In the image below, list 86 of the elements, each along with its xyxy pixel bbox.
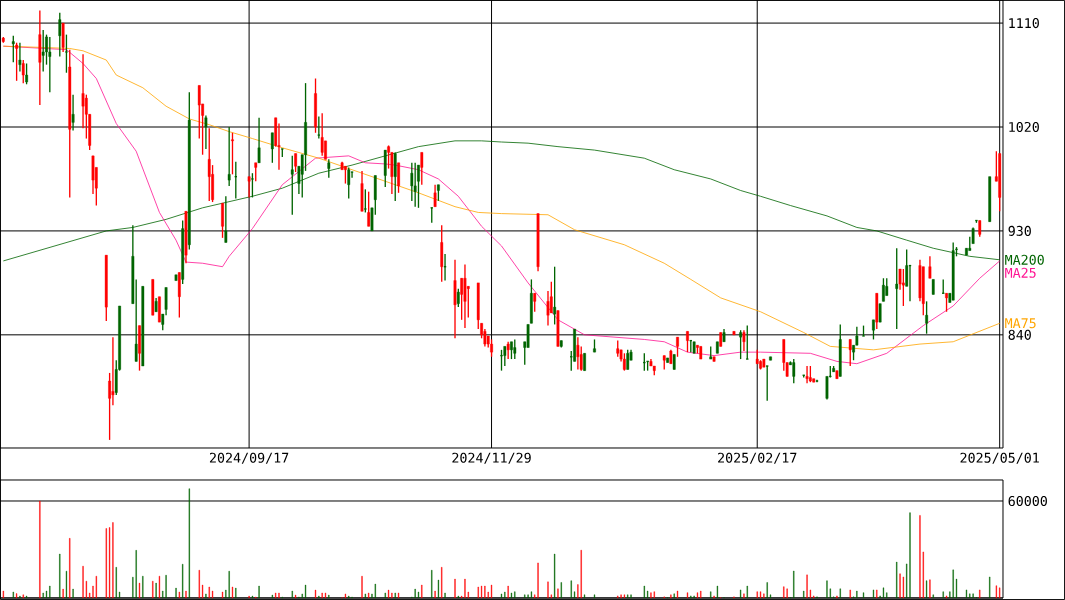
candlestick [513,338,517,360]
candlestick [363,188,368,214]
candlestick [420,151,424,186]
candlestick [250,172,255,199]
x-tick-label: 2024/09/17 [209,452,289,464]
y-tick-label: 1110 [1009,18,1039,29]
candlestick [327,158,331,179]
candlestick [48,36,52,94]
x-tick-label: 2024/11/29 [452,452,531,464]
candlestick [965,247,968,256]
candlestick [41,29,45,73]
candlestick [546,290,550,327]
candlestick [533,292,537,313]
candlestick [848,338,852,367]
candlestick [21,59,25,84]
candlestick [290,155,294,216]
candlestick [530,278,533,324]
candlestick [25,62,28,85]
candlestick [928,255,932,279]
candlestick [686,330,689,353]
series-label: MA200 [1005,254,1044,265]
candlestick [593,338,596,353]
candlestick [207,127,211,202]
candlestick [499,349,504,372]
candlestick [437,184,440,202]
candlestick [413,162,417,208]
candlestick [460,277,464,321]
candlestick [64,33,69,74]
series-label: MA75 [1005,318,1036,329]
x-tick-label: 2025/05/01 [960,452,1039,464]
candlestick [945,292,948,313]
candlestick [925,300,929,335]
candlestick [583,352,586,372]
candlestick [224,195,228,244]
candlestick [111,336,115,406]
candlestick [872,319,875,341]
candlestick [18,42,22,73]
candlestick [138,324,141,372]
y-tick-label: 60000 [1008,495,1047,507]
candlestick [314,77,317,134]
candlestick [463,263,467,329]
candlestick [622,352,626,372]
candlestick [526,323,530,349]
candlestick [197,84,201,140]
candlestick [304,82,307,172]
candlestick [247,175,251,199]
candlestick [294,152,297,173]
candlestick [71,94,75,132]
candlestick [792,358,796,384]
candlestick [878,302,882,323]
candlestick [895,247,899,330]
candlestick [676,336,679,358]
y-tick-label: 840 [1008,329,1031,340]
y-tick-label: 1020 [1009,121,1039,133]
candlestick [320,112,324,157]
candlestick [553,266,557,326]
candlestick [231,132,234,176]
candlestick [344,165,347,185]
candlestick [742,329,746,352]
candlestick [882,277,885,303]
series-label: MA25 [1005,267,1036,278]
candlestick [759,359,762,371]
candlestick [254,162,258,182]
candlestick [576,336,580,371]
candlestick [397,162,400,194]
candlestick [739,329,743,360]
candlestick [257,117,261,164]
candlestick [901,268,905,307]
candlestick [666,357,669,364]
candlestick [11,35,15,64]
candlestick [456,287,460,308]
candlestick [227,126,231,187]
candlestick [347,166,351,200]
candlestick [490,338,493,358]
candlestick [158,296,161,323]
candlestick [204,114,208,150]
candlestick [433,184,437,208]
candlestick [769,356,772,361]
candlestick [270,132,274,164]
candlestick [367,190,371,227]
candlestick [221,202,224,239]
candlestick [417,164,420,209]
candlestick [510,341,513,360]
candlestick [503,345,507,367]
y-tick-label: 930 [1008,225,1031,236]
x-tick-label: 2025/02/17 [718,452,797,464]
